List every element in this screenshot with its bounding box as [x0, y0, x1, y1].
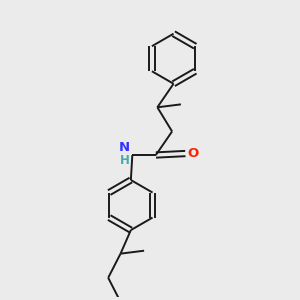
Text: O: O — [188, 147, 199, 160]
Text: H: H — [120, 154, 130, 167]
Text: N: N — [119, 141, 130, 154]
